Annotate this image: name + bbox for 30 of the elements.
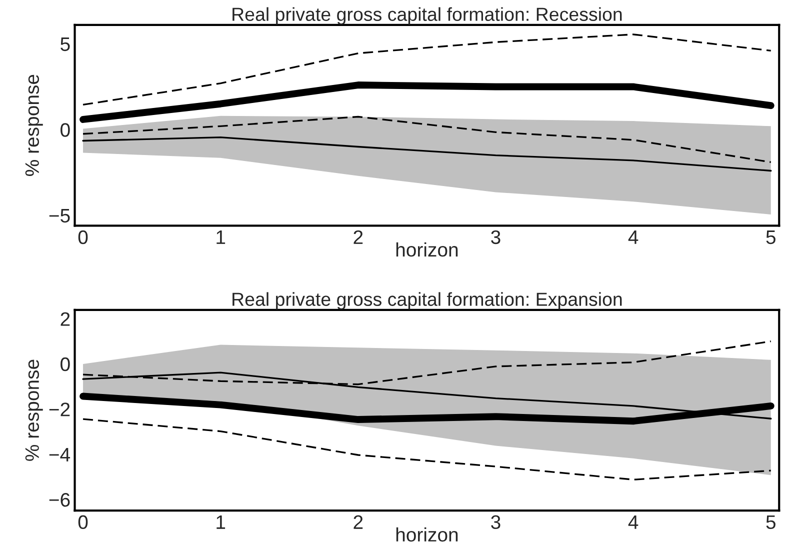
x-tick-label: 1 xyxy=(216,230,226,244)
line-series xyxy=(82,116,772,164)
y-tick-label: 0 xyxy=(60,357,70,372)
x-tick-label: 4 xyxy=(628,230,638,244)
x-tick-label: 5 xyxy=(766,230,776,244)
x-axis-title: horizon xyxy=(396,527,458,542)
y-tick-label: −6 xyxy=(49,492,70,507)
x-tick-label: 2 xyxy=(354,515,363,529)
y-axis-title: % response xyxy=(25,74,43,176)
y-tick-label: −2 xyxy=(49,402,70,416)
line-series xyxy=(82,418,772,480)
x-tick-label: 2 xyxy=(354,230,363,244)
line-series xyxy=(82,136,772,172)
x-tick-label: 3 xyxy=(491,230,500,244)
line-series xyxy=(82,34,772,106)
y-tick-label: −5 xyxy=(49,209,70,223)
x-tick-label: 5 xyxy=(766,515,776,530)
y-tick-label: 0 xyxy=(60,123,70,137)
x-tick-label: 0 xyxy=(78,515,88,530)
x-axis-title: horizon xyxy=(396,242,458,257)
x-tick-label: 3 xyxy=(491,515,500,530)
y-tick-label: −4 xyxy=(49,448,70,462)
y-tick-label: 5 xyxy=(60,38,70,52)
chart-title: Real private gross capital formation: Recession xyxy=(232,7,622,25)
y-axis-title: % response xyxy=(25,360,43,461)
y-tick-label: 2 xyxy=(60,312,70,326)
x-tick-label: 4 xyxy=(628,515,638,529)
x-tick-label: 0 xyxy=(78,230,88,244)
chart-title: Real private gross capital formation: Expansion xyxy=(232,292,622,310)
x-tick-label: 1 xyxy=(216,515,226,529)
